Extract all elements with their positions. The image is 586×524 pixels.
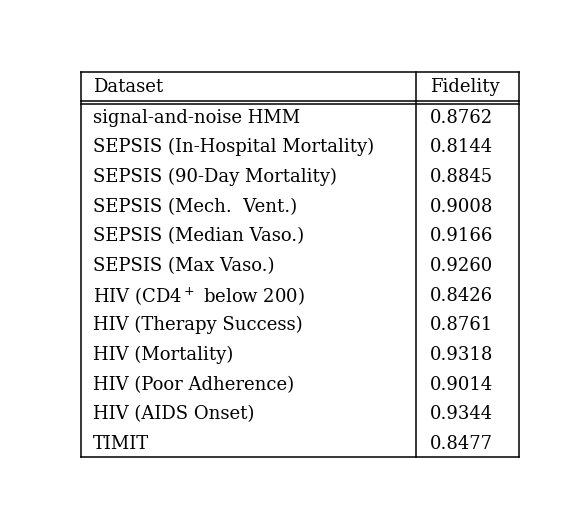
Text: Fidelity: Fidelity	[430, 78, 499, 95]
Text: 0.8762: 0.8762	[430, 108, 493, 127]
Text: HIV (CD4$^+$ below 200): HIV (CD4$^+$ below 200)	[93, 285, 305, 307]
Text: SEPSIS (Mech.  Vent.): SEPSIS (Mech. Vent.)	[93, 198, 297, 216]
Text: HIV (Mortality): HIV (Mortality)	[93, 346, 233, 364]
Text: 0.9014: 0.9014	[430, 376, 493, 394]
Text: 0.8477: 0.8477	[430, 435, 493, 453]
Text: 0.8144: 0.8144	[430, 138, 493, 156]
Text: 0.9260: 0.9260	[430, 257, 493, 275]
Text: SEPSIS (90-Day Mortality): SEPSIS (90-Day Mortality)	[93, 168, 336, 186]
Text: Dataset: Dataset	[93, 78, 163, 95]
Text: 0.8426: 0.8426	[430, 287, 493, 304]
Text: 0.9008: 0.9008	[430, 198, 493, 216]
Text: signal-and-noise HMM: signal-and-noise HMM	[93, 108, 300, 127]
Text: 0.9166: 0.9166	[430, 227, 493, 245]
Text: HIV (Poor Adherence): HIV (Poor Adherence)	[93, 376, 294, 394]
Text: SEPSIS (In-Hospital Mortality): SEPSIS (In-Hospital Mortality)	[93, 138, 374, 157]
Text: 0.9318: 0.9318	[430, 346, 493, 364]
Text: HIV (Therapy Success): HIV (Therapy Success)	[93, 316, 302, 334]
Text: TIMIT: TIMIT	[93, 435, 149, 453]
Text: SEPSIS (Median Vaso.): SEPSIS (Median Vaso.)	[93, 227, 304, 245]
Text: 0.9344: 0.9344	[430, 406, 493, 423]
Text: HIV (AIDS Onset): HIV (AIDS Onset)	[93, 406, 254, 423]
Text: 0.8761: 0.8761	[430, 316, 493, 334]
Text: 0.8845: 0.8845	[430, 168, 493, 186]
Text: SEPSIS (Max Vaso.): SEPSIS (Max Vaso.)	[93, 257, 274, 275]
